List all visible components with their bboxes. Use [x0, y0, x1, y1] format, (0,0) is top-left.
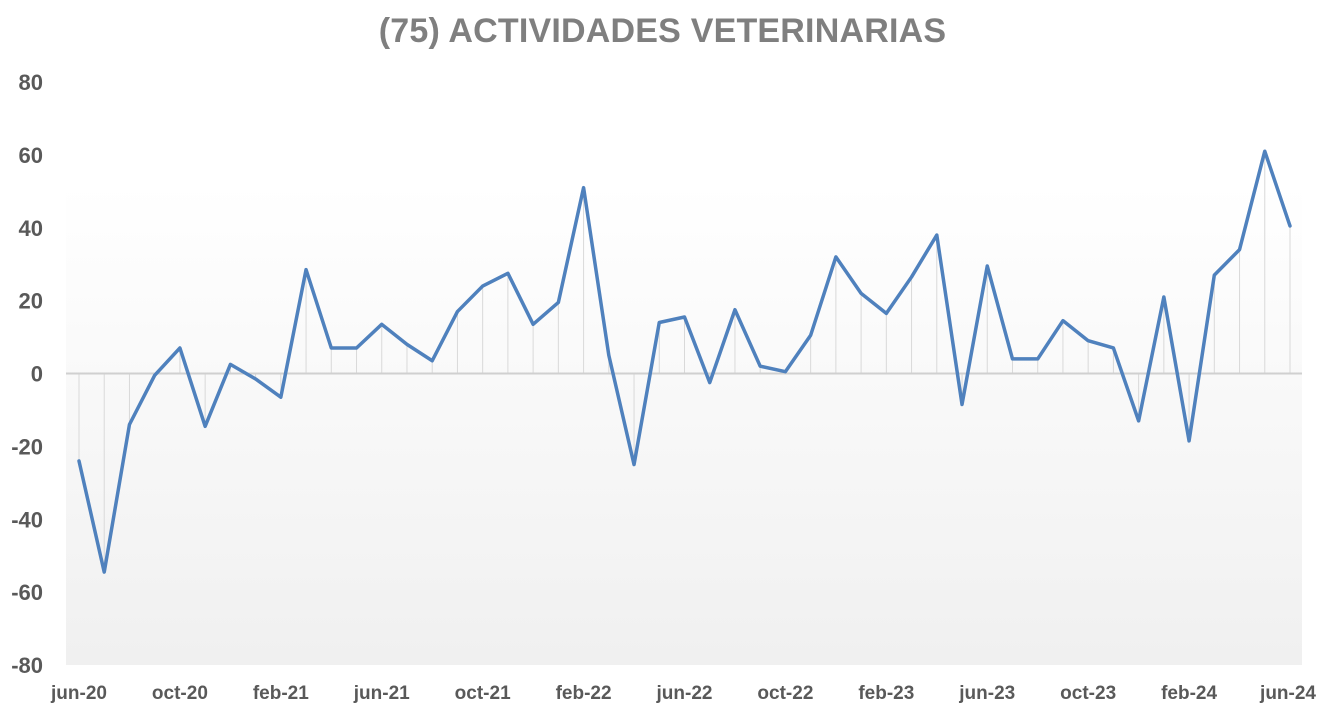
x-axis-ticks: jun-20 oct-20 feb-21 jun-21 oct-21 feb-22 jun-…	[50, 683, 1316, 704]
x-tick-label: feb-22	[556, 683, 612, 704]
x-tick-label: oct-22	[757, 683, 813, 704]
y-tick-label: 20	[19, 289, 43, 314]
chart-title: (75) ACTIVIDADES VETERINARIAS	[378, 12, 947, 50]
series-line	[77, 149, 1292, 574]
y-axis-ticks: 80 60 40 20 0 -20 -40 -60 -80	[11, 70, 43, 678]
x-tick-label: jun-22	[656, 683, 713, 704]
y-tick-label: -20	[11, 434, 43, 459]
plot-area	[66, 184, 1302, 665]
y-tick-label: 40	[19, 216, 43, 241]
x-tick-label: feb-23	[858, 683, 914, 704]
y-tick-label: -40	[11, 507, 43, 532]
y-tick-label: -60	[11, 580, 43, 605]
x-tick-label: jun-23	[958, 683, 1015, 704]
y-tick-label: 0	[31, 362, 43, 387]
x-tick-label: jun-24	[1259, 683, 1316, 704]
x-tick-label: feb-24	[1161, 683, 1217, 704]
x-tick-label: jun-20	[50, 683, 107, 704]
y-tick-label: 60	[19, 143, 43, 168]
x-tick-label: oct-23	[1060, 683, 1116, 704]
x-tick-label: oct-20	[152, 683, 208, 704]
x-tick-label: feb-21	[253, 683, 309, 704]
x-tick-label: jun-21	[353, 683, 410, 704]
y-tick-label: -80	[11, 653, 43, 678]
x-tick-label: oct-21	[455, 683, 511, 704]
y-tick-label: 80	[19, 70, 43, 95]
